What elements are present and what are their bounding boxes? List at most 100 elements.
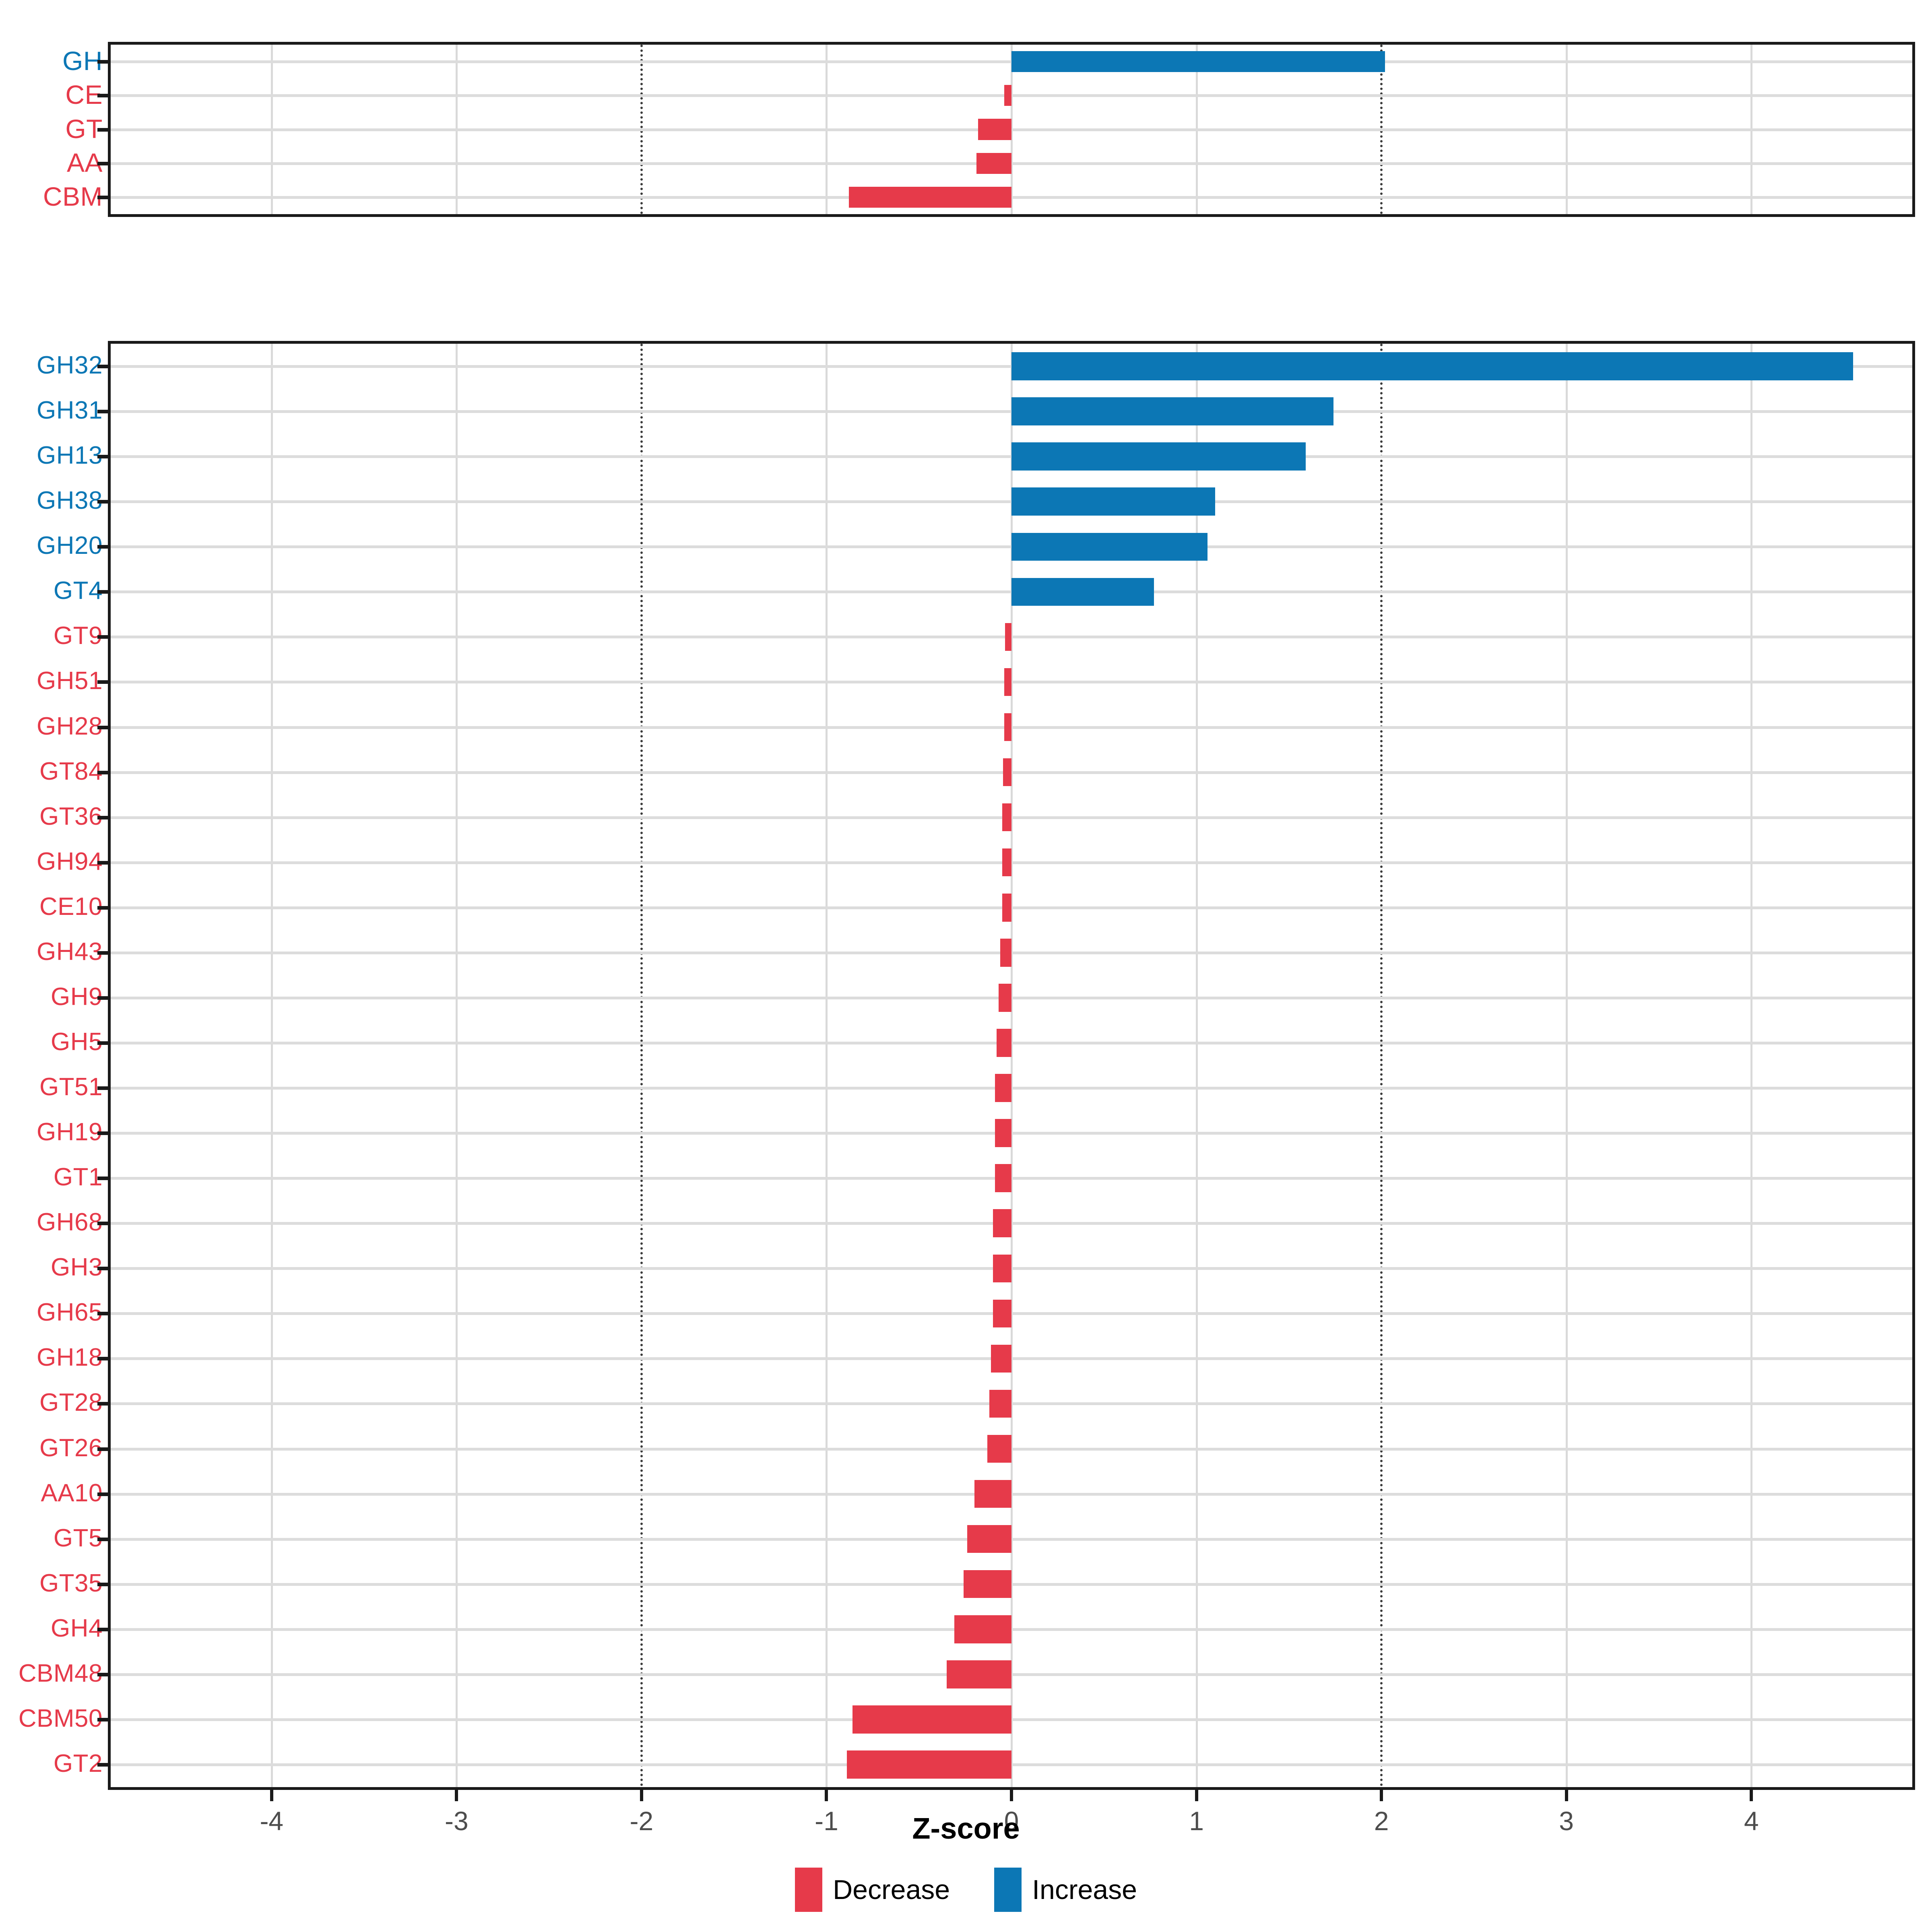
y-axis-label-gh32: GH32 — [37, 351, 103, 380]
bar-gh28[interactable] — [1004, 713, 1011, 741]
x-axis-tick-label: 0 — [1004, 1806, 1019, 1836]
y-tick-mark — [97, 1627, 108, 1631]
bar-gh38[interactable] — [1011, 487, 1215, 516]
bar-ce10[interactable] — [1002, 894, 1011, 922]
y-axis-label-ce10: CE10 — [39, 892, 103, 921]
y-axis-label-gh43: GH43 — [37, 937, 103, 966]
horizontal-gridline — [111, 816, 1912, 819]
legend-swatch-decrease — [795, 1868, 823, 1912]
legend-item-increase[interactable]: Increase — [994, 1868, 1137, 1912]
bar-gh51[interactable] — [1004, 668, 1011, 696]
y-tick-mark — [97, 815, 108, 819]
bar-gh18[interactable] — [991, 1344, 1011, 1373]
y-tick-mark — [97, 94, 108, 98]
bar-gh9[interactable] — [998, 984, 1011, 1012]
horizontal-gridline — [111, 94, 1912, 97]
reference-line — [1380, 344, 1383, 1787]
horizontal-gridline — [111, 1673, 1912, 1676]
bar-gh94[interactable] — [1002, 848, 1011, 877]
y-axis-label-gt36: GT36 — [39, 802, 103, 830]
y-tick-mark — [97, 1086, 108, 1090]
bar-gt84[interactable] — [1003, 758, 1011, 786]
bar-cbm[interactable] — [848, 186, 1011, 208]
bar-gh13[interactable] — [1011, 442, 1306, 471]
bar-cbm48[interactable] — [947, 1660, 1011, 1688]
plot-area-top — [111, 45, 1912, 214]
x-axis-tick-label: 2 — [1374, 1806, 1389, 1836]
horizontal-gridline — [111, 1492, 1912, 1496]
y-tick-mark — [97, 1717, 108, 1721]
horizontal-gridline — [111, 996, 1912, 999]
x-axis-tick-label: -3 — [445, 1806, 469, 1836]
y-axis-label-gt84: GT84 — [39, 757, 103, 785]
horizontal-gridline — [111, 771, 1912, 774]
legend-label-decrease: Decrease — [833, 1874, 950, 1905]
horizontal-gridline — [111, 861, 1912, 864]
y-axis-label-gt1: GT1 — [53, 1163, 103, 1191]
bar-gh[interactable] — [1011, 51, 1385, 72]
bar-gh68[interactable] — [993, 1209, 1011, 1237]
horizontal-gridline — [111, 128, 1912, 131]
y-tick-mark — [97, 861, 108, 865]
horizontal-gridline — [111, 1357, 1912, 1360]
y-tick-mark — [97, 1582, 108, 1586]
y-tick-mark — [97, 195, 108, 199]
y-axis-label-gh5: GH5 — [51, 1028, 103, 1056]
bar-gt1[interactable] — [995, 1164, 1011, 1192]
bar-gh32[interactable] — [1011, 352, 1853, 380]
bar-gt26[interactable] — [987, 1435, 1011, 1463]
horizontal-gridline — [111, 1267, 1912, 1270]
y-tick-mark — [97, 1131, 108, 1135]
bar-gt35[interactable] — [963, 1570, 1011, 1598]
bar-ce[interactable] — [1004, 85, 1011, 106]
horizontal-gridline — [111, 1447, 1912, 1451]
y-tick-mark — [97, 1312, 108, 1316]
legend-item-decrease[interactable]: Decrease — [795, 1868, 950, 1912]
plot-area-bottom — [111, 344, 1912, 1787]
bar-gt2[interactable] — [847, 1750, 1011, 1779]
horizontal-gridline — [111, 951, 1912, 954]
bar-aa[interactable] — [976, 153, 1011, 174]
bar-gt51[interactable] — [995, 1074, 1011, 1102]
bar-gt4[interactable] — [1011, 578, 1154, 606]
bar-gt5[interactable] — [967, 1525, 1011, 1553]
y-axis-label-gt5: GT5 — [53, 1524, 103, 1552]
bar-gt9[interactable] — [1005, 623, 1011, 651]
y-tick-mark — [97, 365, 108, 369]
vertical-gridline — [826, 344, 828, 1787]
y-axis-label-gh31: GH31 — [37, 396, 103, 425]
bar-gh31[interactable] — [1011, 397, 1333, 425]
y-axis-label-aa: AA — [66, 147, 103, 178]
horizontal-gridline — [111, 906, 1912, 909]
cazyme-family-panel — [108, 341, 1915, 1790]
y-tick-mark — [97, 635, 108, 639]
y-axis-label-gh19: GH19 — [37, 1118, 103, 1146]
horizontal-gridline — [111, 681, 1912, 684]
y-tick-mark — [97, 770, 108, 774]
bar-aa10[interactable] — [974, 1480, 1011, 1508]
bar-gh3[interactable] — [993, 1254, 1011, 1282]
bar-gh5[interactable] — [997, 1029, 1011, 1057]
y-tick-mark — [97, 1041, 108, 1045]
x-tick-mark — [640, 1790, 643, 1801]
bar-gt36[interactable] — [1002, 803, 1011, 832]
y-tick-mark — [97, 1537, 108, 1541]
bar-gh4[interactable] — [954, 1615, 1011, 1643]
bar-cbm50[interactable] — [852, 1705, 1011, 1734]
bar-gh43[interactable] — [1000, 939, 1011, 967]
bar-gh20[interactable] — [1011, 533, 1208, 561]
y-axis-label-cbm: CBM — [43, 181, 103, 211]
x-axis-tick-label: 1 — [1189, 1806, 1204, 1836]
y-axis-label-gh13: GH13 — [37, 442, 103, 470]
bar-gh19[interactable] — [995, 1119, 1011, 1147]
y-tick-mark — [97, 906, 108, 910]
y-tick-mark — [97, 1763, 108, 1767]
bar-gt28[interactable] — [989, 1389, 1011, 1418]
x-tick-mark — [1565, 1790, 1568, 1801]
y-axis-label-gt9: GT9 — [53, 622, 103, 650]
y-axis-label-gt51: GT51 — [39, 1073, 103, 1101]
y-tick-mark — [97, 1222, 108, 1226]
bar-gh65[interactable] — [993, 1299, 1011, 1328]
y-axis-label-gh65: GH65 — [37, 1298, 103, 1327]
bar-gt[interactable] — [978, 119, 1011, 140]
